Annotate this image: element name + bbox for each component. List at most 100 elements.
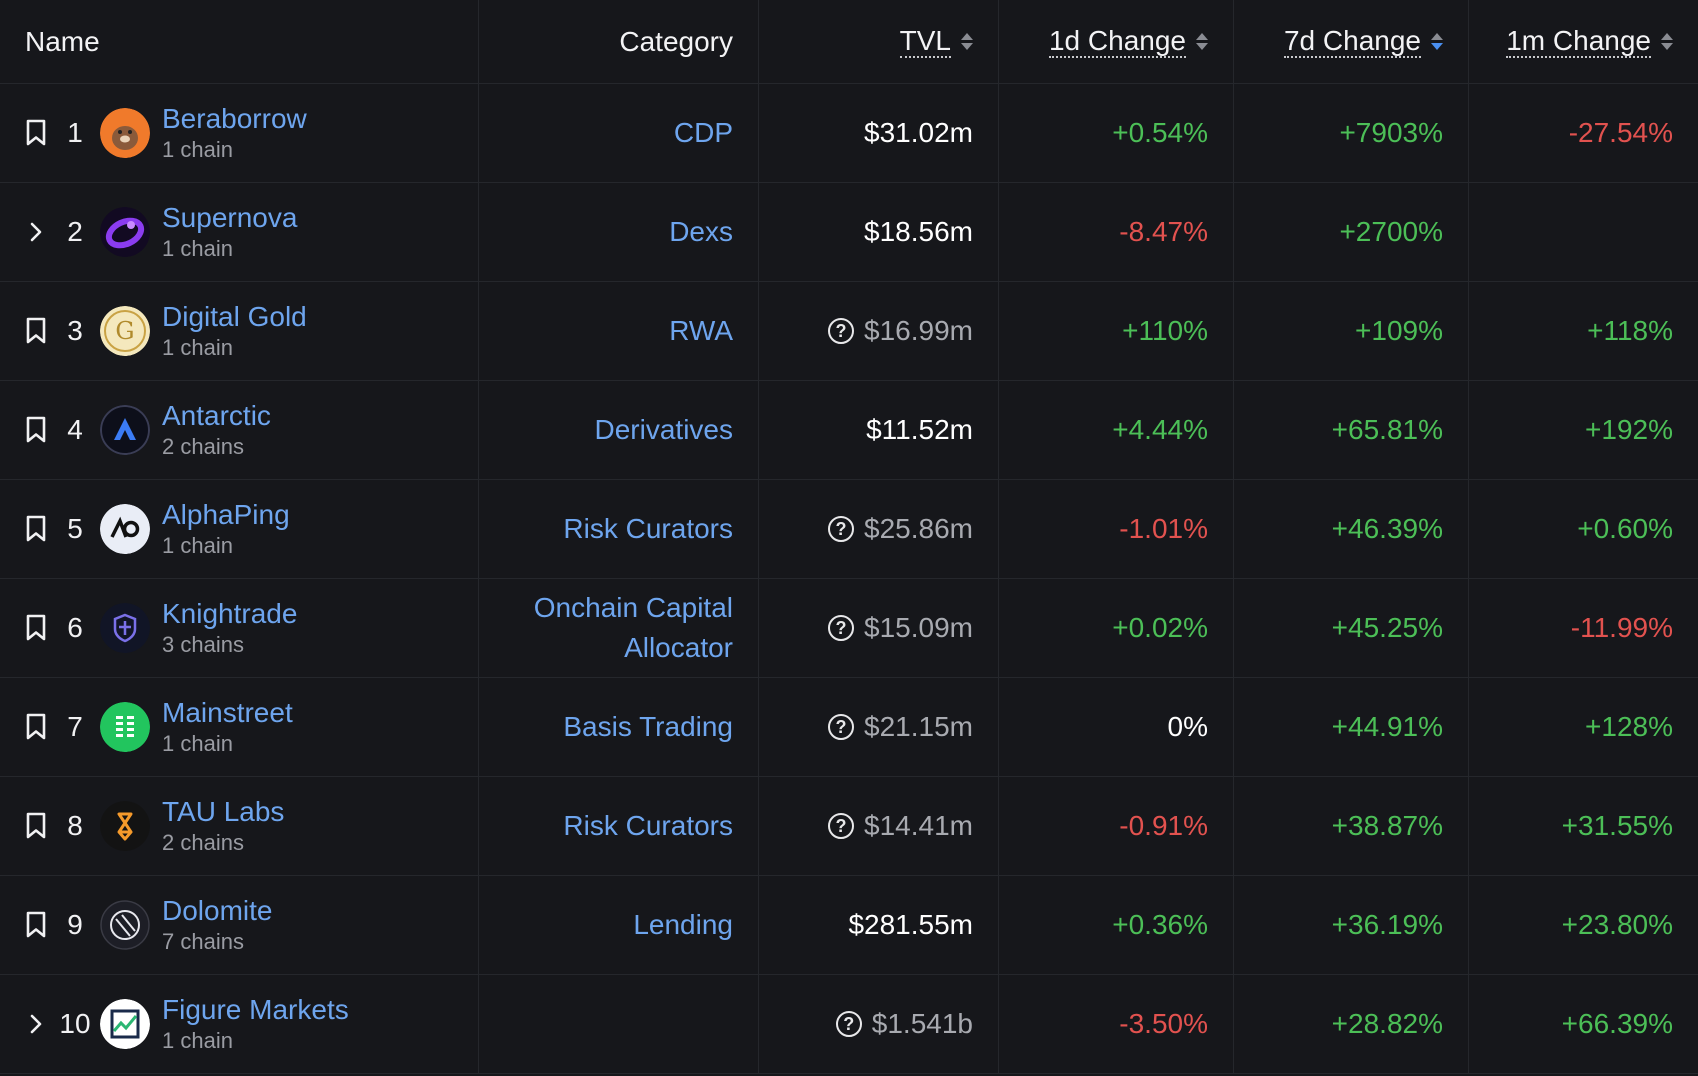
question-icon[interactable]: ? — [828, 714, 855, 740]
protocol-name-link[interactable]: Figure Markets — [162, 994, 349, 1025]
sort-7d-label[interactable]: 7d Change — [1283, 24, 1421, 58]
change-7d-cell: +38.87% — [1234, 777, 1469, 875]
tvl-cell: $31.02m — [759, 84, 999, 182]
sort-1m-label[interactable]: 1m Change — [1506, 24, 1651, 58]
chain-count[interactable]: 1 chain — [162, 335, 233, 360]
change-1d-cell: -0.91% — [999, 777, 1234, 875]
sort-arrows-icon[interactable] — [961, 33, 973, 50]
chain-count[interactable]: 1 chain — [162, 533, 233, 558]
change-1d-cell: +4.44% — [999, 381, 1234, 479]
sort-desc-active-icon[interactable] — [1431, 33, 1443, 50]
bookmark-icon[interactable] — [22, 416, 50, 444]
category-link[interactable]: Derivatives — [594, 414, 733, 445]
chain-count[interactable]: 1 chain — [162, 1028, 233, 1053]
chevron-right-icon[interactable] — [22, 218, 50, 246]
header-7d-change[interactable]: 7d Change — [1234, 0, 1469, 83]
chain-count[interactable]: 2 chains — [162, 830, 244, 855]
sort-1d-label[interactable]: 1d Change — [1048, 24, 1186, 58]
change-1m-cell: +0.60% — [1469, 480, 1698, 578]
protocol-name-link[interactable]: Supernova — [162, 202, 298, 233]
category-link[interactable]: Risk Curators — [563, 513, 733, 544]
category-cell: CDP — [479, 84, 759, 182]
change-7d-value: +2700% — [1339, 216, 1443, 247]
tvl-cell: ? $14.41m — [759, 777, 999, 875]
header-1d-change[interactable]: 1d Change — [999, 0, 1234, 83]
change-1d-cell: -3.50% — [999, 975, 1234, 1073]
protocol-name-link[interactable]: Dolomite — [162, 895, 273, 926]
category-link[interactable]: Lending — [633, 909, 733, 940]
category-link[interactable]: CDP — [673, 117, 733, 148]
bookmark-icon[interactable] — [22, 713, 50, 741]
chain-count[interactable]: 1 chain — [162, 236, 233, 261]
category-link[interactable]: RWA — [669, 315, 733, 346]
change-1m-cell: +23.80% — [1469, 876, 1698, 974]
change-1m-cell — [1469, 183, 1698, 281]
name-cell: 7 Mainstreet 1 chain — [0, 678, 479, 776]
category-link[interactable]: Basis Trading — [563, 711, 733, 742]
change-1m-cell: +31.55% — [1469, 777, 1698, 875]
protocol-name-link[interactable]: Beraborrow — [162, 103, 307, 134]
question-icon[interactable]: ? — [828, 516, 855, 542]
change-7d-cell: +2700% — [1234, 183, 1469, 281]
name-cell: 10 Figure Markets 1 chain — [0, 975, 479, 1073]
question-icon[interactable]: ? — [828, 813, 855, 839]
protocol-name-link[interactable]: AlphaPing — [162, 499, 290, 530]
name-cell: 3 G Digital Gold 1 chain — [0, 282, 479, 380]
category-link[interactable]: Onchain Capital Allocator — [533, 592, 733, 663]
sort-arrows-icon[interactable] — [1196, 33, 1208, 50]
chain-count[interactable]: 2 chains — [162, 434, 244, 459]
protocol-name-link[interactable]: Digital Gold — [162, 301, 307, 332]
category-cell: Lending — [479, 876, 759, 974]
change-1m-cell: -27.54% — [1469, 84, 1698, 182]
change-1m-cell: -11.99% — [1469, 579, 1698, 677]
category-link[interactable]: Dexs — [669, 216, 733, 247]
name-cell: 9 Dolomite 7 chains — [0, 876, 479, 974]
bookmark-icon[interactable] — [22, 515, 50, 543]
bookmark-icon[interactable] — [22, 812, 50, 840]
protocol-logo — [100, 207, 150, 257]
chain-count[interactable]: 7 chains — [162, 929, 244, 954]
name-cell: 5 AlphaPing 1 chain — [0, 480, 479, 578]
protocol-name-link[interactable]: Mainstreet — [162, 697, 293, 728]
tvl-value: $15.09m — [864, 612, 973, 643]
tvl-value: $1.541b — [871, 1008, 973, 1039]
bookmark-icon[interactable] — [22, 119, 50, 147]
chain-count[interactable]: 1 chain — [162, 731, 233, 756]
table-row: 2 Supernova 1 chain Dexs $18.56m -8.47% … — [0, 183, 1698, 282]
table-header: Name Category TVL 1d Change 7d Change 1m… — [0, 0, 1698, 84]
bookmark-icon[interactable] — [22, 911, 50, 939]
category-cell: Risk Curators — [479, 480, 759, 578]
protocol-name-link[interactable]: Knightrade — [162, 598, 298, 629]
name-cell: 6 Knightrade 3 chains — [0, 579, 479, 677]
question-icon[interactable]: ? — [835, 1011, 862, 1037]
chevron-right-icon[interactable] — [22, 1010, 50, 1038]
change-1d-value: -0.91% — [1119, 810, 1208, 841]
change-1m-value: +118% — [1587, 315, 1673, 346]
header-1m-change[interactable]: 1m Change — [1469, 0, 1698, 83]
protocol-name-link[interactable]: TAU Labs — [162, 796, 285, 827]
rank: 4 — [67, 414, 83, 445]
sort-tvl-label[interactable]: TVL — [899, 24, 951, 58]
table-row: 6 Knightrade 3 chains Onchain Capital Al… — [0, 579, 1698, 678]
category-link[interactable]: Risk Curators — [563, 810, 733, 841]
question-icon[interactable]: ? — [828, 615, 855, 641]
bookmark-icon[interactable] — [22, 614, 50, 642]
change-7d-cell: +36.19% — [1234, 876, 1469, 974]
protocol-logo: G — [100, 306, 150, 356]
bookmark-icon[interactable] — [22, 317, 50, 345]
name-cell: 4 Antarctic 2 chains — [0, 381, 479, 479]
chain-count[interactable]: 1 chain — [162, 137, 233, 162]
tvl-cell: $281.55m — [759, 876, 999, 974]
rank: 8 — [67, 810, 83, 841]
protocol-name-link[interactable]: Antarctic — [162, 400, 271, 431]
chain-count[interactable]: 3 chains — [162, 632, 244, 657]
question-icon[interactable]: ? — [828, 318, 855, 344]
change-1m-cell: +128% — [1469, 678, 1698, 776]
change-7d-value: +28.82% — [1331, 1008, 1443, 1039]
header-tvl[interactable]: TVL — [759, 0, 999, 83]
change-1m-value: +0.60% — [1577, 513, 1673, 544]
sort-arrows-icon[interactable] — [1661, 33, 1673, 50]
change-7d-cell: +44.91% — [1234, 678, 1469, 776]
change-7d-value: +44.91% — [1331, 711, 1443, 742]
change-1m-value: +66.39% — [1561, 1008, 1673, 1039]
